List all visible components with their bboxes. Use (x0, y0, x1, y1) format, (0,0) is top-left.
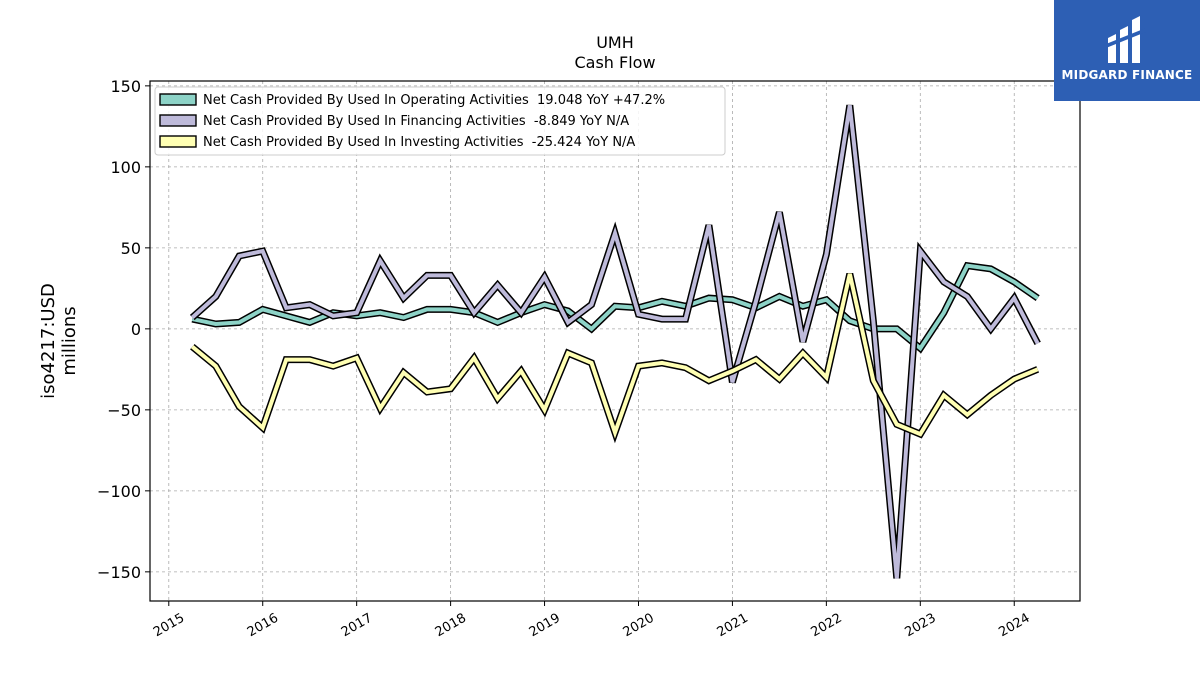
x-axis-ticks: 2015 2016 2017 2018 2019 2020 2021 2022 2023 2024 (151, 601, 1033, 640)
y-tick-label: 0 (131, 320, 141, 339)
y-axis-ticks: 150 100 50 0 −50 −100 −150 (97, 77, 150, 582)
logo-text: MIDGARD FINANCE (1061, 68, 1193, 82)
y-tick-label: −50 (107, 401, 141, 420)
x-tick-label: 2018 (433, 611, 469, 641)
midgard-finance-logo: MIDGARD FINANCE (1054, 0, 1200, 101)
x-tick-label: 2022 (809, 611, 845, 641)
y-tick-label: 50 (121, 239, 141, 258)
chart-title: UMH (596, 33, 634, 52)
x-tick-label: 2023 (902, 611, 938, 641)
y-tick-label: 100 (110, 158, 141, 177)
x-tick-label: 2021 (715, 611, 751, 641)
series-outline-financing (189, 104, 1041, 579)
legend-swatch-financing (159, 114, 197, 127)
y-tick-label: −100 (97, 482, 141, 501)
series-lines (189, 104, 1041, 579)
y-tick-label: −150 (97, 563, 141, 582)
legend-label-operating: Net Cash Provided By Used In Operating A… (203, 93, 665, 108)
legend: Net Cash Provided By Used In Operating A… (154, 86, 726, 156)
y-axis-label: iso4217:USD millions (38, 283, 80, 399)
x-tick-label: 2020 (621, 611, 657, 641)
series-line-financing (190, 104, 1040, 579)
x-tick-label: 2016 (245, 611, 281, 641)
legend-box (154, 86, 726, 156)
y-tick-label: 150 (110, 77, 141, 96)
x-tick-label: 2017 (339, 611, 375, 641)
legend-label-financing: Net Cash Provided By Used In Financing A… (203, 114, 629, 129)
series-line-investing (191, 273, 1039, 439)
x-tick-label: 2024 (996, 611, 1032, 641)
x-tick-label: 2015 (151, 611, 187, 641)
y-axis-label-line2: millions (59, 306, 80, 375)
legend-label-investing: Net Cash Provided By Used In Investing A… (203, 135, 635, 150)
grid-lines (150, 81, 1080, 601)
plot-frame (149, 80, 1081, 602)
legend-swatch-investing (159, 135, 197, 148)
logo-mark-icon (1106, 16, 1146, 63)
chart-subtitle: Cash Flow (574, 53, 655, 72)
x-tick-label: 2019 (527, 611, 563, 641)
y-axis-label-line1: iso4217:USD (38, 283, 59, 399)
legend-swatch-operating (159, 93, 197, 106)
